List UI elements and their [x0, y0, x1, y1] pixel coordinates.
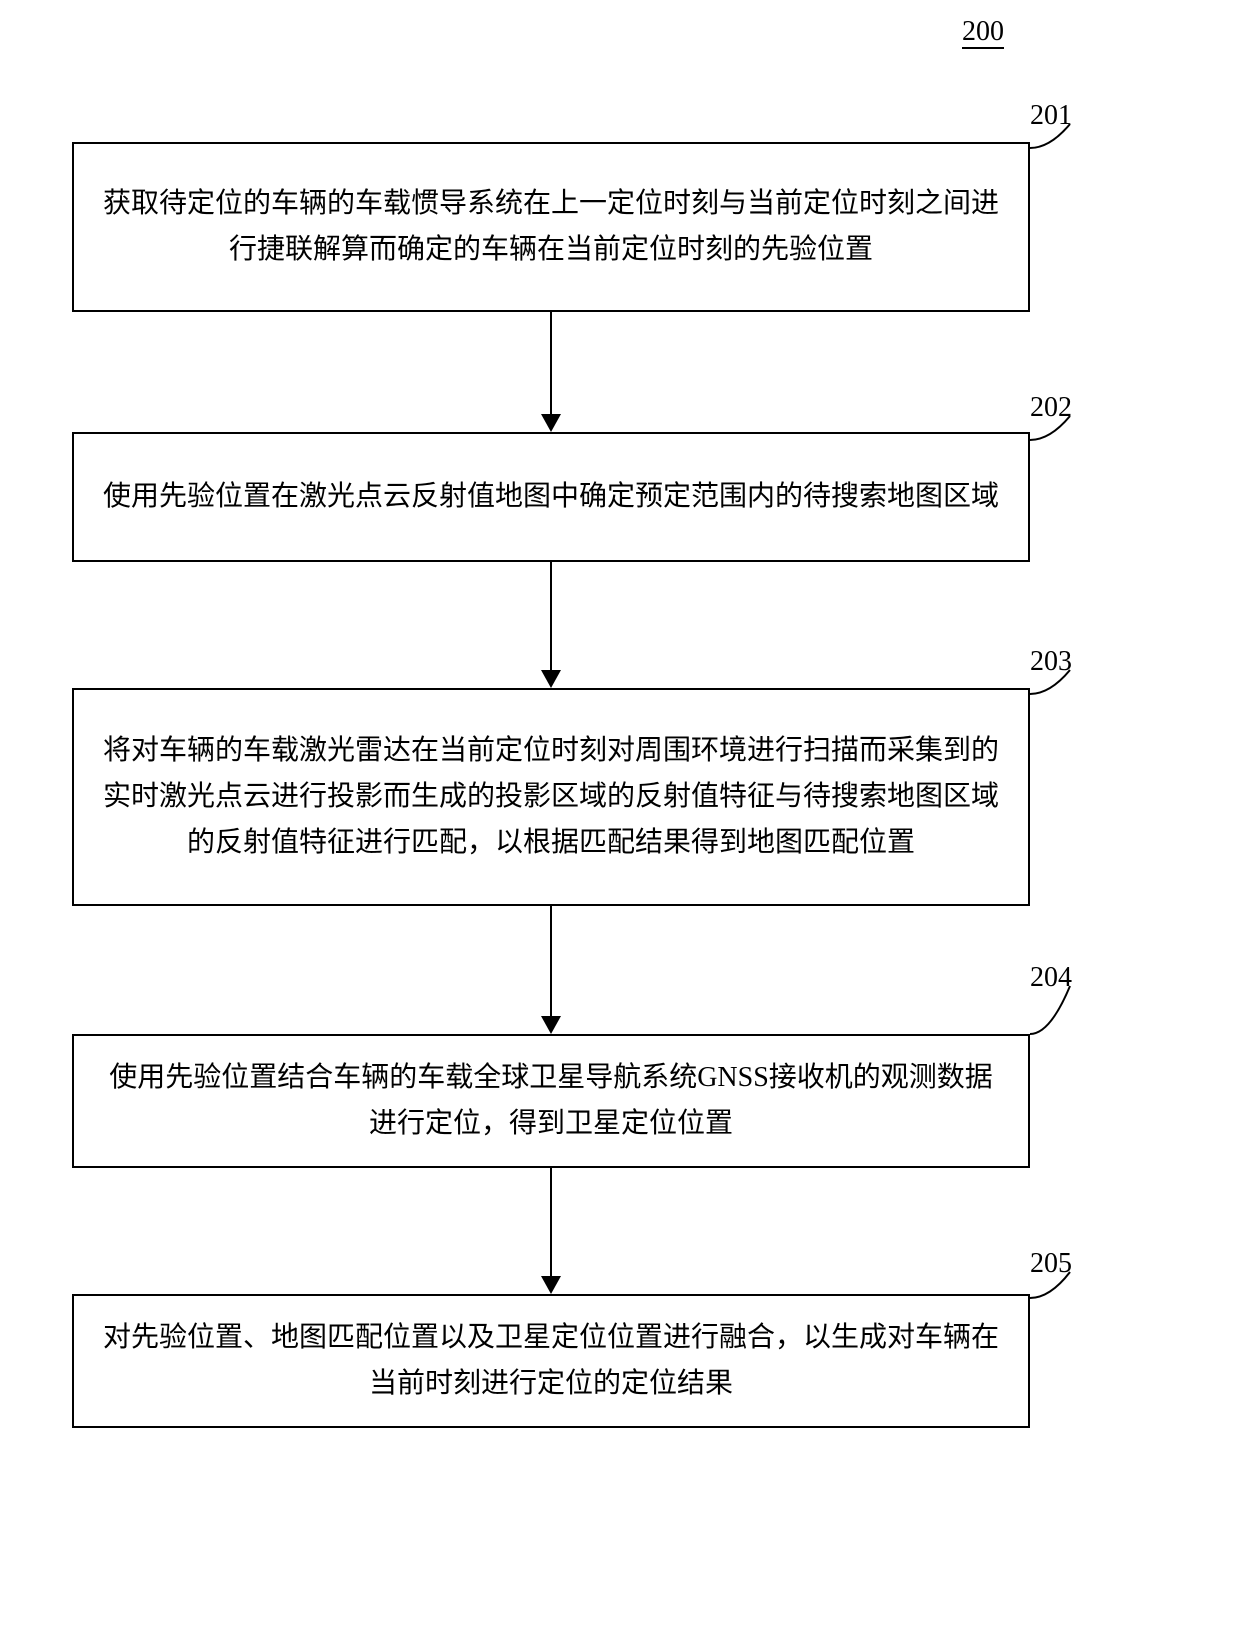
- arrow-line-1: [550, 312, 552, 414]
- leader-curve-204: [1030, 984, 1072, 1036]
- leader-curve-202: [1030, 414, 1072, 442]
- figure-label-text: 200: [962, 16, 1004, 49]
- leader-curve-201: [1030, 122, 1072, 150]
- step-text-201: 获取待定位的车辆的车载惯导系统在上一定位时刻与当前定位时刻之间进行捷联解算而确定…: [98, 181, 1004, 273]
- step-box-202: 使用先验位置在激光点云反射值地图中确定预定范围内的待搜索地图区域: [72, 432, 1030, 562]
- leader-curve-203: [1030, 668, 1072, 696]
- step-text-204: 使用先验位置结合车辆的车载全球卫星导航系统GNSS接收机的观测数据进行定位，得到…: [98, 1055, 1004, 1147]
- flowchart-container: 200 201 获取待定位的车辆的车载惯导系统在上一定位时刻与当前定位时刻之间进…: [0, 0, 1240, 1632]
- arrow-head-1: [541, 414, 561, 432]
- arrow-head-4: [541, 1276, 561, 1294]
- arrow-head-3: [541, 1016, 561, 1034]
- arrow-head-2: [541, 670, 561, 688]
- step-box-203: 将对车辆的车载激光雷达在当前定位时刻对周围环境进行扫描而采集到的实时激光点云进行…: [72, 688, 1030, 906]
- step-box-204: 使用先验位置结合车辆的车载全球卫星导航系统GNSS接收机的观测数据进行定位，得到…: [72, 1034, 1030, 1168]
- step-box-205: 对先验位置、地图匹配位置以及卫星定位位置进行融合，以生成对车辆在当前时刻进行定位…: [72, 1294, 1030, 1428]
- figure-label: 200: [962, 16, 1004, 48]
- arrow-line-4: [550, 1168, 552, 1276]
- step-box-201: 获取待定位的车辆的车载惯导系统在上一定位时刻与当前定位时刻之间进行捷联解算而确定…: [72, 142, 1030, 312]
- step-text-203: 将对车辆的车载激光雷达在当前定位时刻对周围环境进行扫描而采集到的实时激光点云进行…: [98, 728, 1004, 867]
- step-text-205: 对先验位置、地图匹配位置以及卫星定位位置进行融合，以生成对车辆在当前时刻进行定位…: [98, 1315, 1004, 1407]
- arrow-line-2: [550, 562, 552, 670]
- arrow-line-3: [550, 906, 552, 1016]
- leader-curve-205: [1030, 1270, 1072, 1300]
- step-text-202: 使用先验位置在激光点云反射值地图中确定预定范围内的待搜索地图区域: [103, 474, 999, 520]
